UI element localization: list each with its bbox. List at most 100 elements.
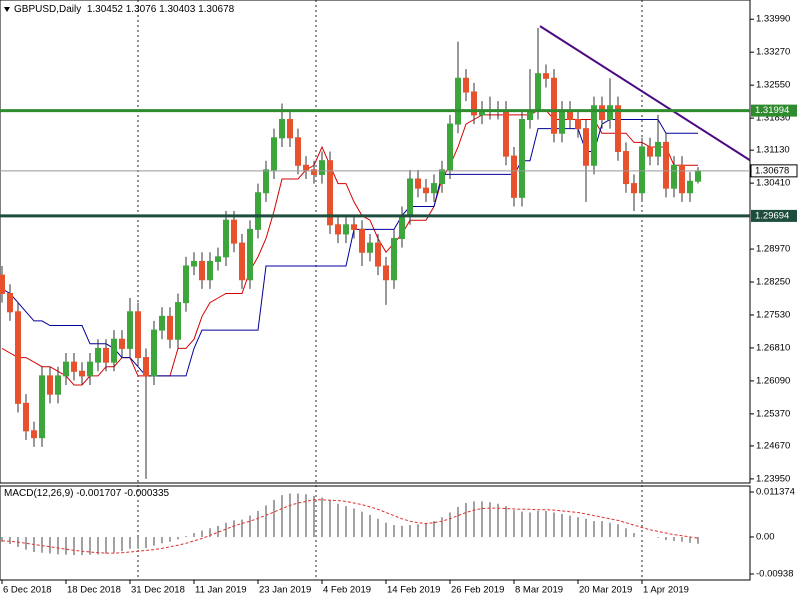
signal-value: -0.000335 [124,488,170,499]
candle-body [671,164,677,189]
x-tick-label: 23 Jan 2019 [259,585,311,596]
chart-header: GBPUSD,Daily 1.30452 1.3076 1.30403 1.30… [14,4,234,15]
high-value: 1.3076 [125,4,157,15]
candle-body [695,170,701,182]
candle-body [583,128,589,166]
candle-body [247,228,253,281]
candle-body [407,178,413,217]
low-value: 1.30403 [159,4,196,15]
candle-body [599,105,605,120]
candle-body [519,118,525,198]
close-value: 1.30678 [198,4,235,15]
macd-header: MACD(12,26,9) -0.001707 -0.000335 [4,488,169,499]
candle-body [543,73,549,79]
candle-body [71,361,77,372]
candle-body [375,242,381,267]
y-tick-label: 1.30410 [756,178,790,189]
candle-body [415,178,421,189]
candle-body [127,311,133,349]
y-tick-label: 0.011374 [756,487,795,498]
macd-value: -0.001707 [76,488,122,499]
candle-body [391,238,397,281]
collapse-icon [4,7,10,12]
candle-body [279,118,285,139]
candle-body [327,160,333,226]
candle-body [223,219,229,258]
candle-body [271,137,277,171]
candle-body [319,160,325,175]
candle-body [447,123,453,171]
candle-body [647,146,653,157]
indicator-line [1,109,698,386]
candle-body [623,151,629,185]
x-tick-label: 8 Mar 2019 [515,585,563,596]
x-tick-label: 1 Apr 2019 [643,585,689,596]
candle-body [167,315,173,340]
candle-body [663,141,669,189]
candle-body [439,169,445,185]
candle-body [0,274,5,294]
candle-body [63,361,69,377]
y-tick-label: 1.32550 [756,80,790,91]
candle-body [103,347,109,363]
candle-body [295,137,301,166]
plot-layer: 1.33990 1.33270 1.32550 1.31830 1.31130 1.304… [0,14,798,596]
main-panel-frame [0,0,751,484]
candle-body [87,361,93,377]
y-tick-label: 1.28970 [756,244,790,255]
y-tick-label: 1.24670 [756,440,790,451]
y-tick-label: 1.26810 [756,342,790,353]
y-tick-label: 1.28250 [756,277,790,288]
candle-body [47,375,53,395]
trend-line [539,25,751,162]
x-tick-label: 18 Dec 2018 [67,585,121,596]
candle-body [311,169,317,175]
candle-body [399,215,405,240]
y-tick-label: 1.33270 [756,47,790,58]
candle-body [423,187,429,194]
candle-body [207,260,213,281]
candle-body [559,109,565,134]
x-tick-label: 4 Feb 2019 [323,585,371,596]
candle-body [575,118,581,130]
x-tick-label: 31 Dec 2018 [131,585,185,596]
candle-body [655,141,661,157]
level-label: 1.31994 [755,105,789,116]
candle-body [31,430,37,439]
candle-body [215,256,221,262]
y-tick-label: -0.00938 [756,569,794,580]
candle-body [159,315,165,331]
candle-body [287,118,293,139]
candle-body [239,242,245,281]
candle-body [39,375,45,439]
candle-body [535,73,541,111]
candle-body [455,77,461,125]
candle-body [263,169,269,194]
candle-body [359,228,365,253]
price-label: 1.30678 [755,165,789,176]
candle-body [79,370,85,377]
candle-body [175,302,181,340]
level-label: 1.29694 [755,210,789,221]
candle-body [639,146,645,194]
x-tick-label: 14 Feb 2019 [387,585,440,596]
candle-body [199,260,205,281]
price-label-box [750,164,798,178]
candle-body [143,357,149,377]
y-tick-label: 1.31130 [756,145,790,156]
open-value: 1.30452 [86,4,123,15]
candle-body [607,105,613,120]
candle-body [119,338,125,349]
level-label-box [751,104,797,117]
candle-body [383,265,389,281]
macd-panel-frame [0,485,751,581]
candle-body [7,292,13,313]
candle-body [303,164,309,171]
candle-body [687,180,693,194]
candle-body [15,311,21,404]
candle-body [591,105,597,166]
candle-body [511,155,517,198]
y-tick-label: 1.26090 [756,375,790,386]
